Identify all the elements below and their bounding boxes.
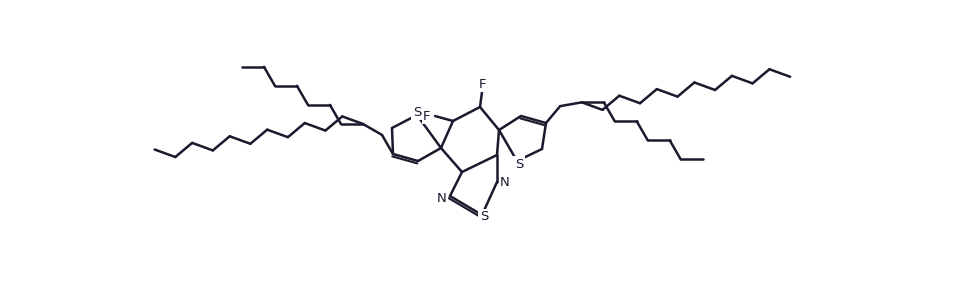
Text: N: N bbox=[437, 192, 447, 205]
Text: F: F bbox=[479, 78, 485, 91]
Text: N: N bbox=[500, 176, 510, 189]
Text: S: S bbox=[480, 211, 488, 224]
Text: F: F bbox=[424, 110, 430, 122]
Text: S: S bbox=[514, 157, 523, 170]
Text: S: S bbox=[413, 105, 422, 119]
